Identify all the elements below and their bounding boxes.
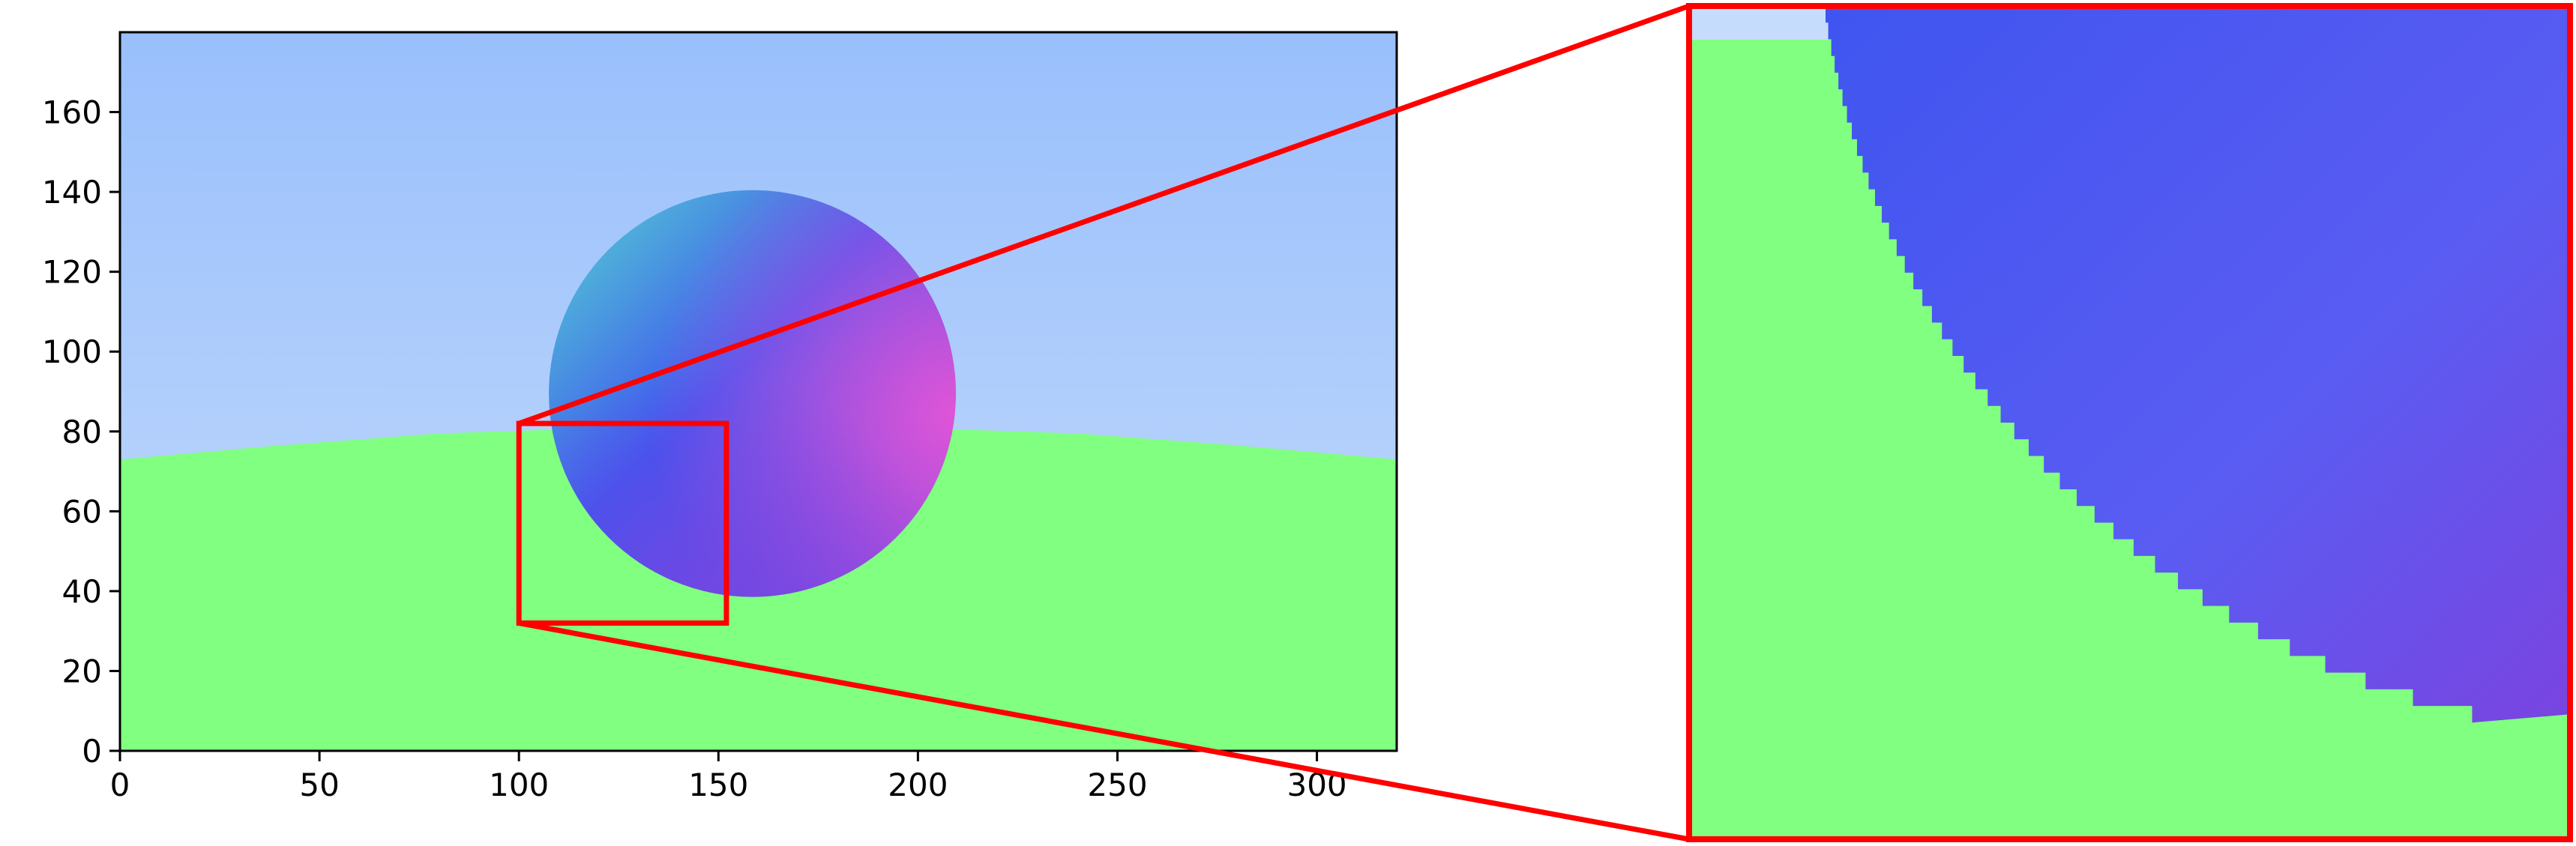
zoom-region-box	[516, 420, 729, 626]
main-plot-image	[120, 32, 1397, 751]
y-tick-label: 160	[42, 94, 102, 131]
x-axis-ticks: 0 50 100 150 200 250 300	[110, 751, 1347, 803]
y-tick-label: 120	[42, 254, 102, 291]
x-tick-label: 0	[110, 767, 130, 803]
y-tick-label: 60	[62, 493, 102, 530]
x-tick-label: 250	[1087, 767, 1147, 803]
y-axis-ticks: 0 20 40 60 80 100 120 140 160	[42, 94, 120, 770]
inset-sphere-edge	[1826, 6, 2570, 723]
x-tick-label: 100	[489, 767, 549, 803]
y-tick-label: 100	[42, 333, 102, 370]
main-plot-frame	[118, 31, 1398, 752]
x-tick-label: 200	[888, 767, 948, 803]
x-tick-label: 50	[299, 767, 339, 803]
x-tick-label: 150	[688, 767, 748, 803]
y-tick-label: 80	[62, 414, 102, 450]
zoomed-inset-image	[1689, 6, 2570, 839]
y-tick-label: 40	[62, 573, 102, 610]
zoom-connector-bottom	[518, 620, 1690, 842]
zoom-connector-top	[518, 3, 1691, 426]
zoomed-inset-frame	[1686, 3, 2573, 842]
y-tick-label: 140	[42, 174, 102, 211]
sphere	[549, 190, 956, 597]
y-tick-label: 20	[62, 653, 102, 689]
y-tick-label: 0	[82, 733, 102, 770]
